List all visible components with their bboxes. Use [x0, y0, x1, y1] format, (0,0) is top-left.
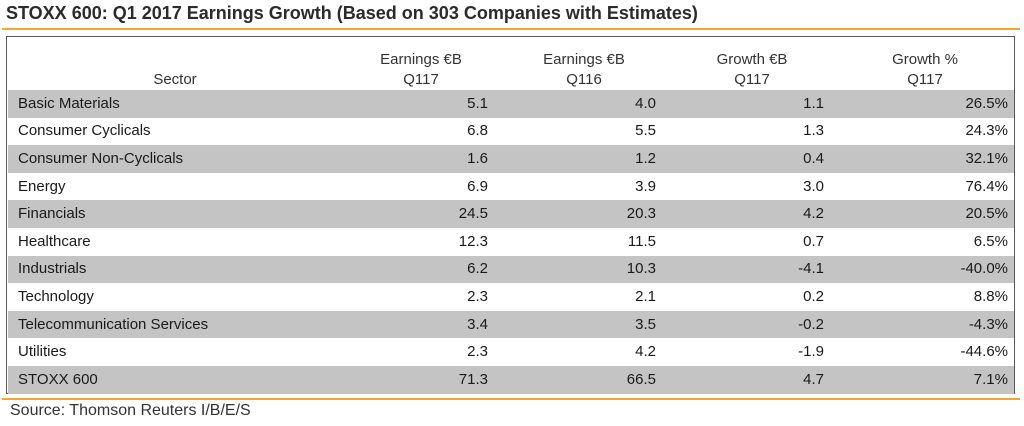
cell-earnings-q117: 2.3 — [467, 343, 488, 361]
cell-growth-eur: 4.2 — [668, 200, 836, 228]
table-row: Basic Materials 5.1 4.0 1.1 26.5% — [8, 90, 1014, 118]
cell-growth-pct: -4.3% — [836, 310, 1014, 339]
cell-growth-eur: 3.0 — [803, 177, 824, 195]
cell-growth-eur: -0.2 — [668, 310, 836, 339]
table-row: Technology 2.3 2.1 0.2 8.8% — [8, 283, 1014, 311]
cell-earnings-q117: 24.5 — [342, 200, 500, 228]
cell-earnings-q116: 4.2 — [635, 343, 656, 361]
cell-growth-eur: 0.2 — [803, 287, 824, 305]
source-note: Source: Thomson Reuters I/B/E/S — [10, 402, 251, 419]
footer-divider — [2, 398, 1020, 400]
cell-growth-eur: 0.4 — [668, 145, 836, 173]
cell-sector: Healthcare — [18, 232, 91, 250]
cell-earnings-q116: 66.5 — [500, 365, 668, 394]
cell-earnings-q117: 12.3 — [458, 232, 488, 250]
cell-earnings-q117: 3.4 — [342, 310, 500, 339]
cell-earnings-q116: 3.9 — [635, 177, 656, 195]
cell-earnings-q116: 2.1 — [635, 287, 656, 305]
cell-sector: STOXX 600 — [8, 365, 342, 394]
cell-sector: Technology — [18, 287, 94, 305]
table-row: Telecommunication Services 3.4 3.5 -0.2 -4.3… — [8, 310, 1014, 339]
cell-earnings-q116: 10.3 — [500, 255, 668, 284]
cell-growth-pct: 76.4% — [965, 177, 1008, 195]
table-row: Utilities 2.3 4.2 -1.9 -44.6% — [8, 338, 1014, 366]
column-header-earnings-q117: Earnings €B Q117 — [380, 51, 462, 88]
cell-growth-pct: 26.5% — [836, 90, 1014, 118]
page-title: STOXX 600: Q1 2017 Earnings Growth (Base… — [6, 3, 698, 23]
cell-earnings-q117: 5.1 — [342, 90, 500, 118]
table-row: Financials 24.5 20.3 4.2 20.5% — [8, 200, 1014, 228]
table-row: Healthcare 12.3 11.5 0.7 6.5% — [8, 228, 1014, 256]
cell-earnings-q116: 3.5 — [500, 310, 668, 339]
column-header-sector: Sector — [153, 71, 197, 88]
cell-growth-eur: -4.1 — [668, 255, 836, 284]
column-header-growth-eur: Growth €B Q117 — [716, 51, 788, 88]
cell-earnings-q116: 1.2 — [500, 145, 668, 173]
cell-growth-pct: -44.6% — [960, 343, 1008, 361]
cell-growth-eur: 4.7 — [668, 365, 836, 394]
cell-sector: Utilities — [18, 343, 67, 361]
cell-growth-pct: 32.1% — [836, 145, 1014, 173]
cell-growth-pct: 24.3% — [965, 122, 1008, 140]
cell-growth-pct: -40.0% — [836, 255, 1014, 284]
cell-growth-eur: -1.9 — [798, 343, 824, 361]
cell-earnings-q117: 6.2 — [342, 255, 500, 284]
cell-earnings-q116: 20.3 — [500, 200, 668, 228]
cell-sector: Basic Materials — [8, 90, 342, 118]
cell-growth-eur: 0.7 — [803, 232, 824, 250]
table-header-row: Sector Earnings €B Q117 Earnings €B Q116… — [8, 38, 1014, 90]
cell-growth-pct: 6.5% — [973, 232, 1008, 250]
cell-sector: Consumer Cyclicals — [18, 122, 151, 140]
cell-earnings-q117: 6.8 — [467, 122, 488, 140]
cell-earnings-q116: 5.5 — [635, 122, 656, 140]
cell-sector: Telecommunication Services — [8, 310, 342, 339]
column-header-growth-pct: Growth % Q117 — [892, 51, 958, 88]
cell-earnings-q117: 71.3 — [342, 365, 500, 394]
cell-growth-pct: 8.8% — [973, 287, 1008, 305]
cell-sector: Energy — [18, 177, 66, 195]
cell-sector: Industrials — [8, 255, 342, 284]
cell-sector: Financials — [8, 200, 342, 228]
cell-earnings-q117: 1.6 — [342, 145, 500, 173]
cell-growth-pct: 20.5% — [836, 200, 1014, 228]
table-row: Energy 6.9 3.9 3.0 76.4% — [8, 173, 1014, 201]
column-header-earnings-q116: Earnings €B Q116 — [543, 51, 625, 88]
table-row: Consumer Cyclicals 6.8 5.5 1.3 24.3% — [8, 118, 1014, 146]
cell-earnings-q117: 6.9 — [467, 177, 488, 195]
table-row: STOXX 600 71.3 66.5 4.7 7.1% — [8, 365, 1014, 394]
title-divider — [2, 28, 1020, 30]
cell-growth-eur: 1.1 — [668, 90, 836, 118]
table-row: Industrials 6.2 10.3 -4.1 -40.0% — [8, 255, 1014, 284]
cell-growth-eur: 1.3 — [803, 122, 824, 140]
earnings-table: Sector Earnings €B Q117 Earnings €B Q116… — [8, 38, 1014, 394]
cell-growth-pct: 7.1% — [836, 365, 1014, 394]
cell-sector: Consumer Non-Cyclicals — [8, 145, 342, 173]
cell-earnings-q116: 4.0 — [500, 90, 668, 118]
cell-earnings-q117: 2.3 — [467, 287, 488, 305]
table-row: Consumer Non-Cyclicals 1.6 1.2 0.4 32.1% — [8, 145, 1014, 173]
cell-earnings-q116: 11.5 — [627, 232, 656, 250]
